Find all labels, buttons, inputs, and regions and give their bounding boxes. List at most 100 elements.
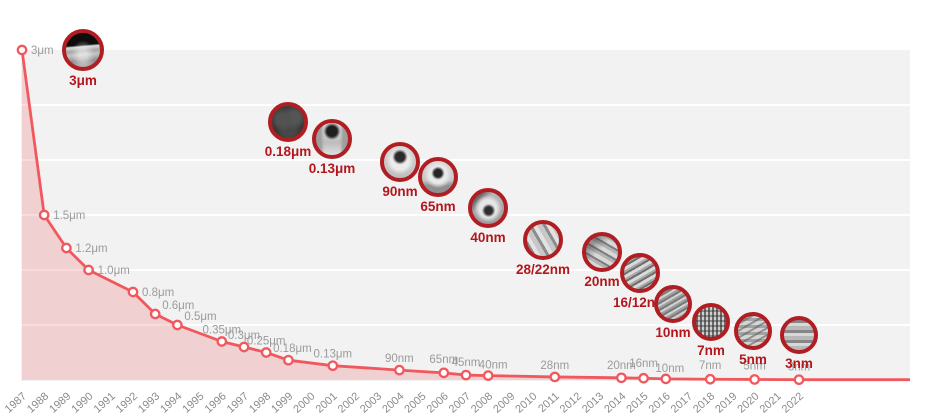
- year-tick-label-2004: 2004: [380, 390, 406, 415]
- series-line: [20, 49, 910, 382]
- year-tick-label-2012: 2012: [558, 390, 584, 415]
- sem-image-1612nm: [620, 253, 660, 293]
- sem-image-7nm: [692, 303, 730, 341]
- inset-label-013um: 0.13μm: [308, 161, 356, 176]
- point-label-1998: 0.25μm: [247, 336, 286, 348]
- data-point-2014: [616, 372, 627, 384]
- year-tick-label-2016: 2016: [647, 390, 673, 415]
- point-label-2006: 65nm: [429, 354, 458, 366]
- point-label-2014: 20nm: [607, 360, 636, 372]
- point-label-2016: 10nm: [655, 363, 684, 375]
- data-point-2016: [660, 373, 672, 385]
- year-tick-label-1987: 1987: [3, 390, 29, 415]
- inset-label-10nm: 10nm: [655, 325, 691, 340]
- inset-label-90nm: 90nm: [382, 184, 418, 199]
- data-point-2007: [460, 369, 472, 381]
- sem-image-3um: [62, 29, 104, 71]
- sem-image-2822nm: [523, 220, 563, 260]
- year-tick-label-2007: 2007: [447, 390, 473, 415]
- point-label-1987: 3μm: [31, 45, 54, 57]
- year-tick-label-2015: 2015: [624, 390, 650, 415]
- year-tick-label-1993: 1993: [136, 390, 162, 415]
- year-tick-label-2017: 2017: [669, 390, 695, 415]
- year-tick-label-1996: 1996: [203, 390, 229, 415]
- year-tick-label-1991: 1991: [92, 390, 118, 415]
- data-point-1997: [238, 341, 250, 353]
- inset-label-018um: 0.18μm: [264, 144, 312, 159]
- data-point-2020: [749, 374, 760, 385]
- year-tick-label-2001: 2001: [314, 390, 340, 415]
- year-tick-label-2003: 2003: [358, 390, 384, 415]
- inset-label-3nm: 3nm: [785, 356, 813, 371]
- year-tick-label-2021: 2021: [758, 390, 784, 415]
- inset-label-65nm: 65nm: [420, 199, 456, 214]
- year-tick-label-2019: 2019: [713, 390, 739, 415]
- point-label-1996: 0.35μm: [203, 325, 242, 337]
- point-label-1990: 1.0μm: [98, 265, 130, 277]
- data-point-2004: [394, 364, 405, 376]
- inset-label-1612nm: 16/12nm: [612, 295, 668, 310]
- point-label-1997: 0.3μm: [228, 330, 260, 342]
- year-tick-label-2014: 2014: [602, 390, 628, 415]
- year-tick-label-2018: 2018: [691, 390, 717, 415]
- point-label-2007: 45nm: [452, 357, 481, 369]
- inset-label-7nm: 7nm: [697, 343, 725, 358]
- year-tick-label-2005: 2005: [402, 390, 428, 415]
- data-point-1996: [216, 336, 228, 347]
- data-point-2015: [638, 372, 649, 384]
- year-tick-label-1997: 1997: [225, 390, 251, 415]
- inset-label-40nm: 40nm: [470, 230, 506, 245]
- point-label-1999: 0.18μm: [273, 343, 312, 355]
- data-point-2018: [704, 373, 716, 385]
- data-point-1987: [16, 44, 28, 56]
- year-tick-label-1994: 1994: [158, 390, 184, 415]
- sem-image-20nm: [582, 232, 622, 272]
- inset-label-2822nm: 28/22nm: [515, 262, 571, 277]
- year-tick-label-1989: 1989: [47, 390, 73, 415]
- data-point-2006: [438, 367, 450, 379]
- year-tick-label-2020: 2020: [735, 390, 761, 415]
- year-tick-label-1988: 1988: [25, 390, 51, 415]
- data-point-1992: [127, 286, 139, 298]
- year-tick-label-2010: 2010: [513, 390, 539, 415]
- point-label-2018: 7nm: [699, 360, 721, 372]
- point-label-1988: 1.5μm: [53, 210, 85, 222]
- inset-label-3um: 3μm: [69, 73, 97, 88]
- year-tick-label-1992: 1992: [114, 390, 140, 415]
- sem-image-90nm: [380, 142, 420, 182]
- data-point-1989: [61, 242, 72, 254]
- sem-image-65nm: [418, 157, 458, 197]
- data-point-2008: [482, 370, 494, 381]
- series-area-fill: [22, 50, 910, 380]
- sem-image-40nm: [468, 188, 508, 228]
- year-tick-label-2011: 2011: [536, 390, 562, 415]
- point-label-2011: 28nm: [540, 360, 569, 372]
- data-point-2011: [549, 371, 561, 383]
- year-tick-label-2006: 2006: [425, 390, 451, 415]
- inset-label-20nm: 20nm: [584, 274, 620, 289]
- point-label-2020: 5nm: [743, 360, 765, 372]
- point-label-1992: 0.8μm: [142, 287, 174, 299]
- inset-label-5nm: 5nm: [739, 352, 767, 367]
- data-point-1993: [149, 308, 161, 320]
- data-point-2022: [793, 374, 805, 386]
- data-point-1999: [283, 354, 294, 366]
- data-point-1998: [260, 347, 272, 358]
- sem-image-10nm: [654, 285, 692, 323]
- point-label-1993: 0.6μm: [162, 300, 194, 312]
- year-tick-label-2002: 2002: [336, 390, 362, 415]
- sem-image-018um: [268, 102, 308, 142]
- year-tick-label-2009: 2009: [491, 390, 517, 415]
- sem-image-013um: [312, 119, 352, 159]
- sem-image-5nm: [734, 312, 772, 350]
- point-label-1989: 1.2μm: [75, 243, 107, 255]
- point-label-2015: 16nm: [629, 358, 658, 370]
- year-tick-label-2000: 2000: [291, 390, 317, 415]
- data-point-2001: [327, 360, 339, 372]
- year-tick-label-1998: 1998: [247, 390, 273, 415]
- point-label-2022: 3nm: [788, 362, 810, 374]
- year-tick-label-2008: 2008: [469, 390, 495, 415]
- year-tick-label-1995: 1995: [180, 390, 206, 415]
